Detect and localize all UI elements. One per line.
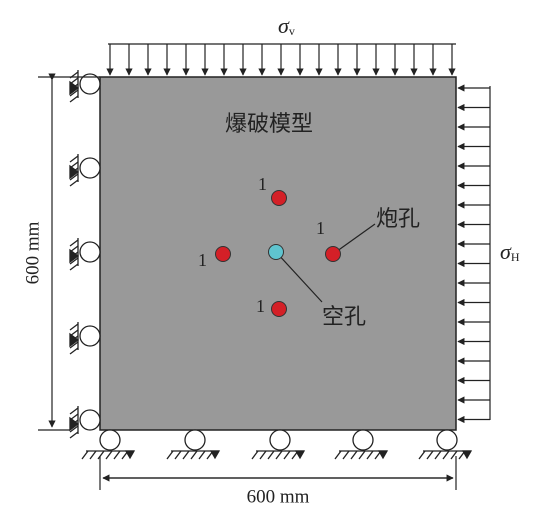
blast-hole [271, 301, 287, 317]
support-triangle [69, 80, 80, 96]
supports [69, 70, 473, 460]
support-triangle [124, 450, 136, 460]
support-triangle [461, 450, 473, 460]
hatch [434, 450, 442, 460]
hatch [166, 450, 174, 460]
width-dimension-lines [99, 456, 457, 490]
support-triangle [69, 416, 80, 432]
hatch [190, 450, 198, 460]
support-triangle [209, 450, 221, 460]
hatch [418, 450, 426, 460]
empty-hole-label: 空孔 [322, 305, 366, 330]
hatch [69, 347, 79, 355]
hatch [89, 450, 97, 460]
hole-number: 1 [258, 174, 267, 194]
height-dimension: 600 mm [22, 221, 43, 284]
support-triangle [69, 332, 80, 348]
hatch [267, 450, 275, 460]
support-triangle [377, 450, 389, 460]
hatch [69, 425, 79, 433]
hatch [97, 450, 105, 460]
hatch [275, 450, 283, 460]
roller [436, 429, 458, 451]
hole-number: 1 [198, 250, 207, 270]
hatch [69, 239, 79, 247]
hatch [426, 450, 434, 460]
hatch [69, 407, 79, 415]
hatch [69, 89, 79, 97]
hatch [105, 450, 113, 460]
hatch [69, 155, 79, 163]
leader-line [332, 223, 376, 255]
blast-hole [325, 246, 341, 262]
hatch [174, 450, 182, 460]
hole-number: 1 [316, 218, 325, 238]
empty-hole [268, 244, 284, 260]
roller [79, 325, 101, 347]
hole-number: 1 [256, 296, 265, 316]
hatch [442, 450, 450, 460]
roller [99, 429, 121, 451]
hatch [366, 450, 374, 460]
roller [79, 241, 101, 263]
roller [184, 429, 206, 451]
hatch [69, 323, 79, 331]
horizontal-stress: σH [500, 239, 520, 264]
roller [79, 409, 101, 431]
roller [352, 429, 374, 451]
hatch [81, 450, 89, 460]
height-dimension-lines [38, 73, 100, 431]
hatch [251, 450, 259, 460]
support-triangle [69, 164, 80, 180]
hatch [342, 450, 350, 460]
vertical-stress: σv [278, 13, 295, 38]
hatch [69, 341, 79, 349]
hatch [259, 450, 267, 460]
leader-line [275, 251, 323, 303]
hatch [113, 450, 121, 460]
hatch [358, 450, 366, 460]
hatch [69, 95, 79, 103]
hatch [182, 450, 190, 460]
hatch [198, 450, 206, 460]
roller [79, 157, 101, 179]
model-label: 爆破模型 [225, 112, 313, 137]
hatch [69, 431, 79, 439]
width-dimension: 600 mm [247, 486, 310, 507]
hatch [69, 257, 79, 265]
hatch [69, 179, 79, 187]
blast-hole [271, 190, 287, 206]
blast-hole [215, 246, 231, 262]
hatch [69, 263, 79, 271]
roller [269, 429, 291, 451]
support-triangle [69, 248, 80, 264]
hatch [334, 450, 342, 460]
hatch [283, 450, 291, 460]
roller [79, 73, 101, 95]
hatch [350, 450, 358, 460]
loads [106, 43, 491, 424]
support-triangle [294, 450, 306, 460]
blast-hole-label: 炮孔 [376, 207, 420, 232]
hatch [450, 450, 458, 460]
hatch [69, 173, 79, 181]
